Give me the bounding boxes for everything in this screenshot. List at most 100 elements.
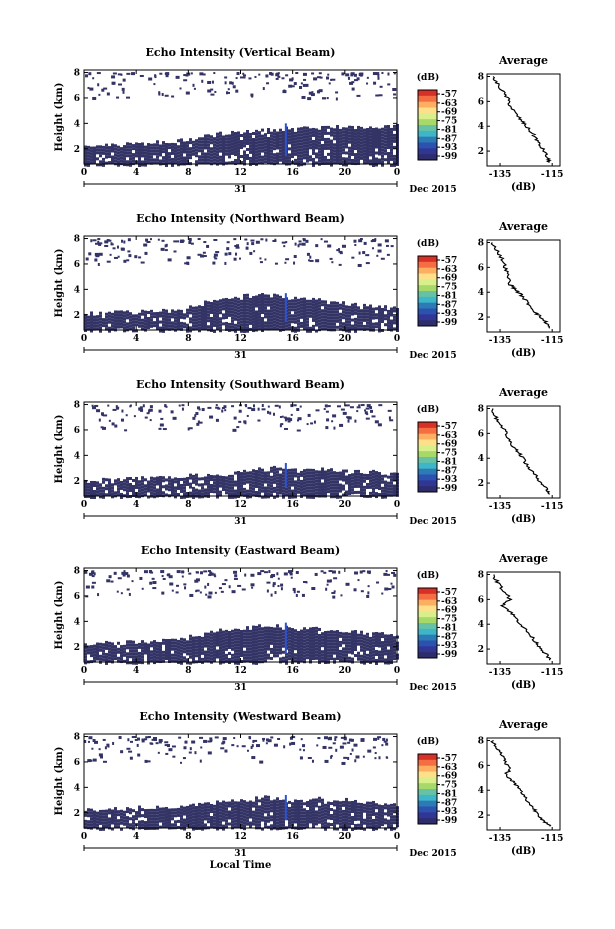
colorbar-segment — [418, 90, 437, 97]
heatmap-cell — [204, 632, 207, 636]
heatmap-cell — [195, 163, 198, 167]
heatmap-cell — [171, 814, 174, 818]
heatmap-cell — [84, 148, 87, 152]
heatmap-cell — [363, 652, 366, 656]
heatmap-cell — [225, 161, 228, 165]
heatmap-cell — [186, 314, 189, 318]
heatmap-cell — [348, 632, 351, 636]
heatmap-cell — [258, 327, 261, 331]
heatmap-cell — [171, 163, 174, 167]
heatmap-cell — [90, 811, 93, 815]
heatmap-cell — [255, 310, 258, 314]
heatmap-cell — [120, 313, 123, 317]
heatmap-cell — [183, 650, 186, 654]
heatmap-cell — [333, 492, 336, 496]
colorbar-tick-label: -93 — [441, 309, 457, 319]
heatmap-cell — [381, 139, 384, 143]
heatmap-cell — [203, 570, 208, 573]
heatmap-cell — [129, 652, 132, 656]
heatmap-cell — [186, 649, 189, 653]
heatmap-cell — [123, 320, 126, 324]
heatmap-cell — [180, 141, 183, 145]
heatmap-cell — [345, 641, 348, 645]
heatmap-cell — [282, 656, 285, 660]
heatmap-cell — [270, 327, 273, 331]
x-tick-label: 12 — [234, 500, 247, 510]
heatmap-cell — [126, 72, 131, 75]
panel-1: Echo Intensity (Northward Beam)2468Heigh… — [54, 212, 563, 361]
heatmap-cell — [273, 141, 276, 145]
heatmap-cell — [222, 313, 225, 317]
heatmap-cell — [390, 130, 393, 134]
heatmap-cell — [195, 589, 200, 592]
heatmap-cell — [225, 143, 228, 147]
heatmap-cell — [342, 469, 345, 473]
heatmap-cell — [300, 632, 303, 636]
heatmap-cell — [282, 325, 285, 329]
heatmap-cell — [225, 804, 228, 808]
heatmap-cell — [309, 480, 312, 484]
heatmap-cell — [267, 140, 270, 144]
heatmap-cell — [333, 645, 336, 649]
heatmap-cell — [339, 146, 342, 150]
heatmap-cell — [197, 238, 201, 241]
heatmap-cell — [267, 629, 270, 633]
heatmap-cell — [366, 309, 369, 313]
heatmap-cell — [392, 87, 397, 91]
heatmap-cell — [264, 312, 267, 316]
heatmap-cell — [252, 628, 255, 632]
heatmap-cell — [371, 239, 376, 243]
heatmap-cell — [299, 85, 303, 89]
heatmap-cell — [270, 632, 273, 636]
heatmap-cell — [150, 641, 153, 645]
heatmap-cell — [339, 640, 342, 644]
heatmap-cell — [213, 137, 216, 141]
heatmap-cell — [192, 312, 195, 316]
heatmap-cell — [206, 244, 210, 248]
heatmap-cell — [294, 311, 297, 315]
heatmap-cell — [249, 629, 252, 633]
heatmap-cell — [198, 492, 201, 496]
heatmap-cell — [243, 629, 246, 633]
y-tick-label: 6 — [74, 592, 80, 602]
heatmap-cell — [273, 138, 276, 142]
heatmap-cell — [234, 417, 237, 420]
heatmap-cell — [231, 644, 234, 648]
heatmap-cell — [252, 484, 255, 488]
heatmap-cell — [141, 482, 144, 486]
heatmap-cell — [378, 484, 381, 488]
heatmap-cell — [356, 77, 360, 81]
heatmap-cell — [126, 807, 129, 811]
heatmap-cell — [252, 299, 255, 303]
heatmap-cell — [150, 653, 153, 657]
heatmap-cell — [302, 72, 307, 76]
heatmap-cell — [297, 313, 300, 317]
heatmap-cell — [306, 302, 309, 306]
heatmap-cell — [302, 238, 306, 242]
heatmap-cell — [213, 816, 216, 820]
heatmap-cell — [99, 492, 102, 496]
heatmap-cell — [285, 324, 288, 328]
heatmap-cell — [363, 479, 366, 483]
heatmap-cell — [174, 644, 177, 648]
heatmap-cell — [393, 318, 396, 322]
heatmap-cell — [207, 582, 210, 586]
heatmap-cell — [282, 471, 285, 475]
heatmap-cell — [276, 152, 279, 156]
heatmap-cell — [309, 471, 312, 475]
heatmap-cell — [300, 145, 303, 149]
heatmap-cell — [255, 640, 258, 644]
heatmap-cell — [258, 306, 261, 310]
heatmap-cell — [234, 326, 237, 330]
heatmap-cell — [219, 652, 222, 656]
heatmap-cell — [237, 303, 240, 307]
heatmap-cell — [330, 304, 333, 308]
heatmap-cell — [339, 155, 342, 159]
heatmap-cell — [291, 634, 294, 638]
heatmap-cell — [264, 321, 267, 325]
heatmap-cell — [270, 803, 273, 807]
heatmap-cell — [183, 483, 186, 487]
heatmap-cell — [210, 636, 213, 640]
heatmap-cell — [255, 156, 258, 160]
heatmap-cell — [210, 654, 213, 658]
